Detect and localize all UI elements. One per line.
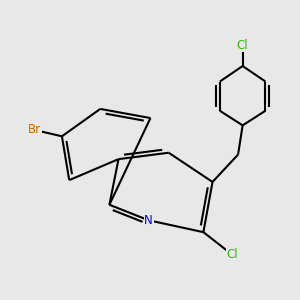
Text: Br: Br (28, 123, 41, 136)
Text: N: N (144, 214, 153, 227)
Text: Cl: Cl (237, 38, 248, 52)
Text: Cl: Cl (227, 248, 239, 262)
